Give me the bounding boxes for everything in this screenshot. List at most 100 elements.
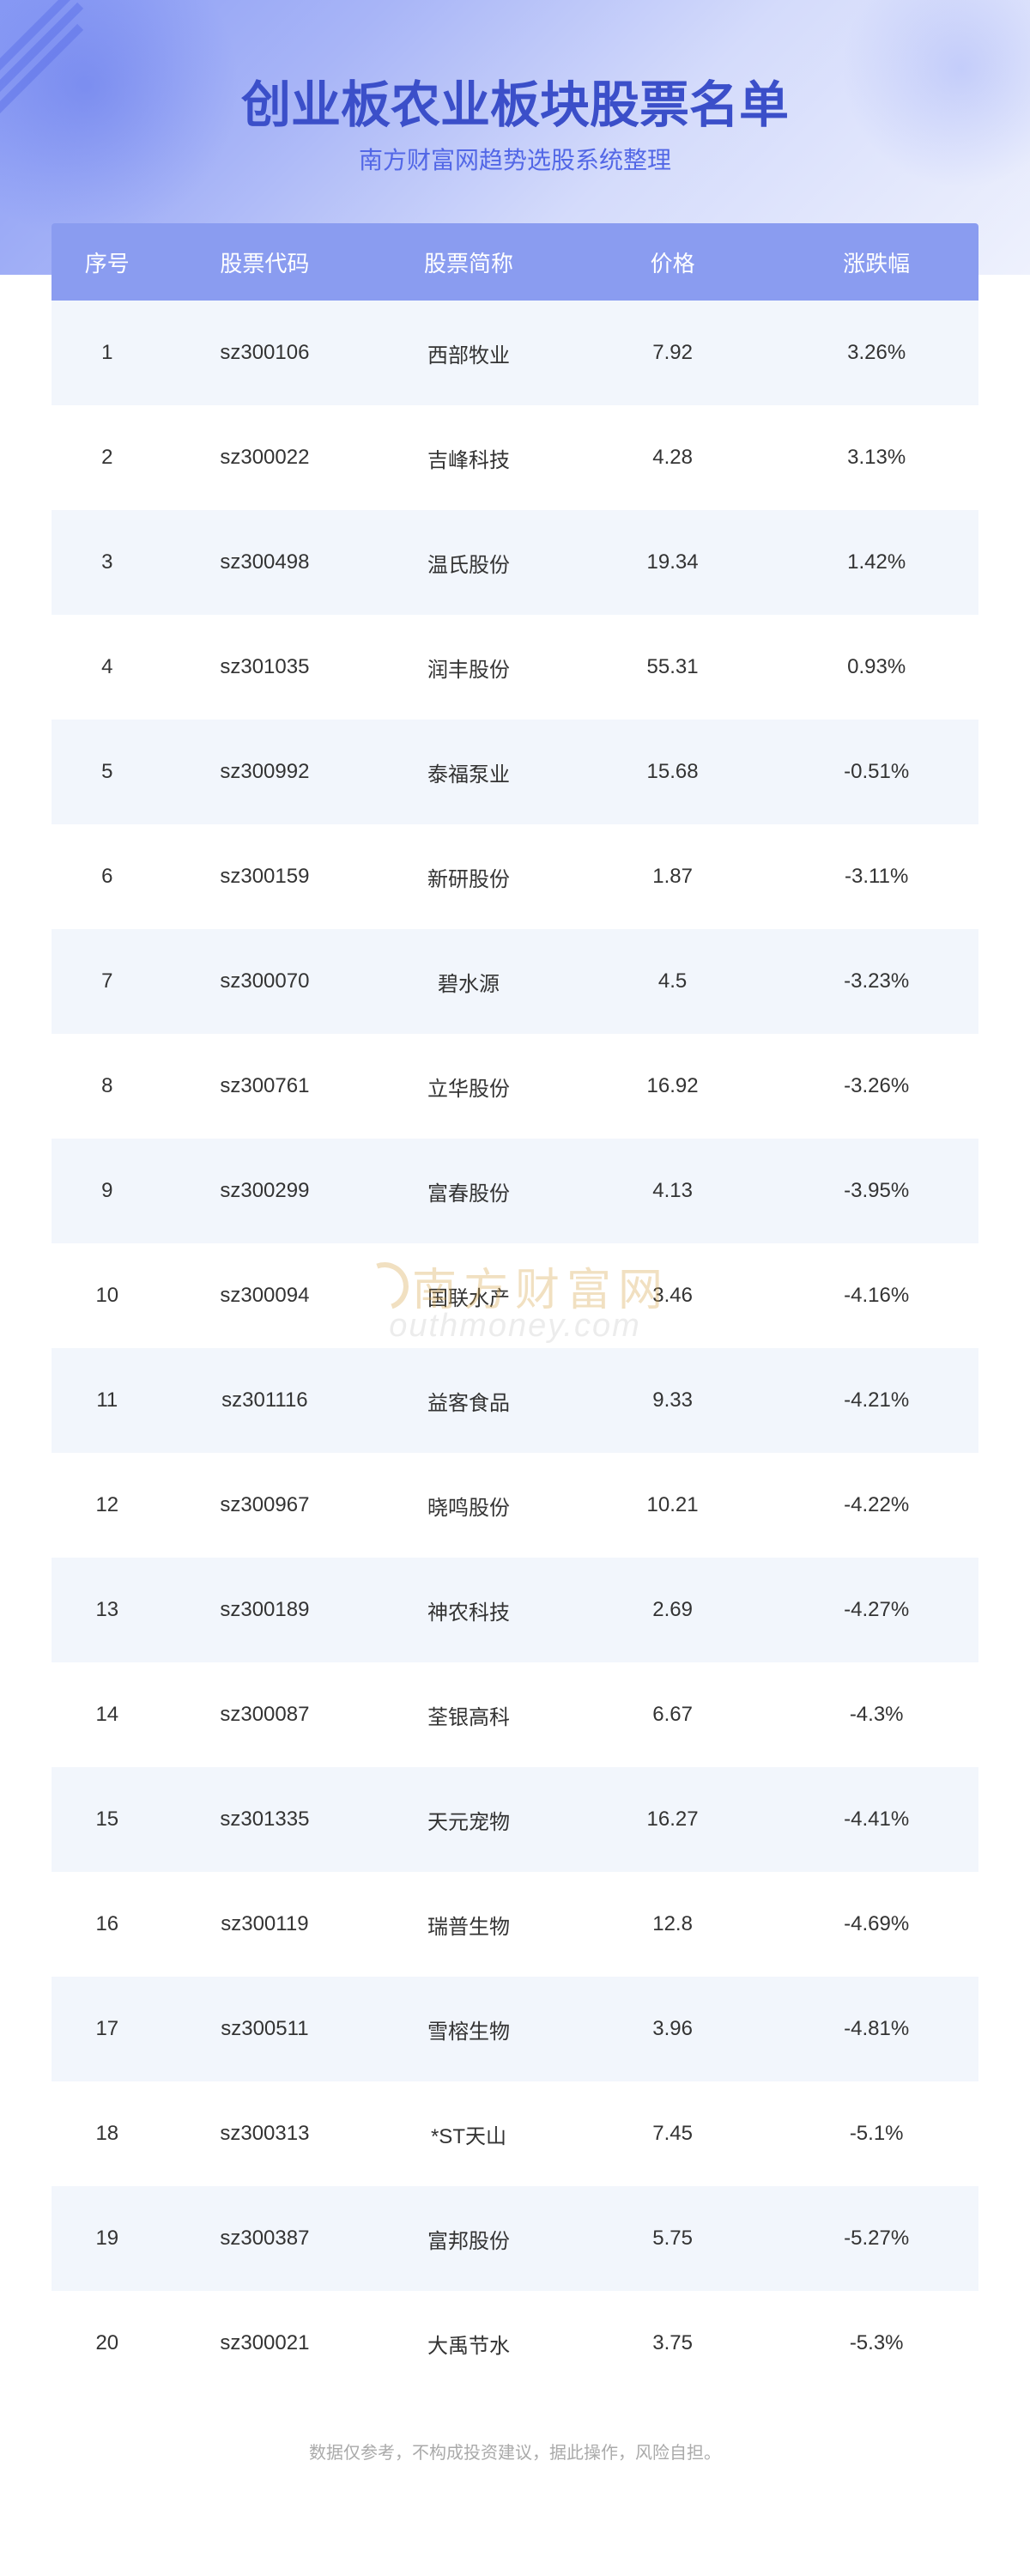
cell-change: -3.95% bbox=[774, 1179, 978, 1203]
cell-change: -5.3% bbox=[774, 2331, 978, 2355]
cell-code: sz300021 bbox=[163, 2331, 367, 2355]
cell-code: sz300094 bbox=[163, 1284, 367, 1308]
cell-index: 14 bbox=[52, 1703, 163, 1727]
cell-change: -0.51% bbox=[774, 760, 978, 784]
cell-change: -5.27% bbox=[774, 2227, 978, 2251]
cell-change: -4.3% bbox=[774, 1703, 978, 1727]
page-title: 创业板农业板块股票名单 bbox=[0, 64, 1030, 137]
cell-name: 晓鸣股份 bbox=[367, 1491, 571, 1521]
cell-name: 吉峰科技 bbox=[367, 443, 571, 473]
table-row: 3sz300498温氏股份19.341.42% bbox=[52, 510, 978, 615]
cell-name: 荃银高科 bbox=[367, 1700, 571, 1730]
table-row: 8sz300761立华股份16.92-3.26% bbox=[52, 1034, 978, 1139]
cell-change: -4.22% bbox=[774, 1493, 978, 1517]
cell-change: -4.27% bbox=[774, 1598, 978, 1622]
table-row: 16sz300119瑞普生物12.8-4.69% bbox=[52, 1872, 978, 1977]
cell-change: -4.16% bbox=[774, 1284, 978, 1308]
cell-code: sz300387 bbox=[163, 2227, 367, 2251]
cell-price: 5.75 bbox=[571, 2227, 775, 2251]
cell-price: 1.87 bbox=[571, 865, 775, 889]
cell-change: -4.69% bbox=[774, 1912, 978, 1936]
cell-price: 10.21 bbox=[571, 1493, 775, 1517]
table-row: 9sz300299富春股份4.13-3.95% bbox=[52, 1139, 978, 1243]
cell-price: 3.96 bbox=[571, 2017, 775, 2041]
cell-price: 4.28 bbox=[571, 446, 775, 470]
cell-index: 7 bbox=[52, 969, 163, 993]
col-header-code: 股票代码 bbox=[163, 246, 367, 278]
cell-index: 11 bbox=[52, 1388, 163, 1413]
disclaimer-text: 数据仅参考，不构成投资建议，据此操作，风险自担。 bbox=[52, 2439, 978, 2464]
cell-price: 9.33 bbox=[571, 1388, 775, 1413]
cell-index: 4 bbox=[52, 655, 163, 679]
cell-change: 0.93% bbox=[774, 655, 978, 679]
cell-price: 3.75 bbox=[571, 2331, 775, 2355]
cell-price: 3.46 bbox=[571, 1284, 775, 1308]
cell-code: sz300299 bbox=[163, 1179, 367, 1203]
table-row: 13sz300189神农科技2.69-4.27% bbox=[52, 1558, 978, 1662]
cell-name: 润丰股份 bbox=[367, 653, 571, 683]
cell-price: 7.45 bbox=[571, 2122, 775, 2146]
cell-name: 富邦股份 bbox=[367, 2224, 571, 2254]
table-row: 18sz300313*ST天山7.45-5.1% bbox=[52, 2081, 978, 2186]
cell-change: 3.26% bbox=[774, 341, 978, 365]
cell-index: 2 bbox=[52, 446, 163, 470]
cell-name: 富春股份 bbox=[367, 1176, 571, 1206]
cell-name: 西部牧业 bbox=[367, 338, 571, 368]
cell-price: 19.34 bbox=[571, 550, 775, 574]
cell-code: sz300189 bbox=[163, 1598, 367, 1622]
cell-name: 大禹节水 bbox=[367, 2329, 571, 2359]
cell-name: 温氏股份 bbox=[367, 548, 571, 578]
table-row: 4sz301035润丰股份55.310.93% bbox=[52, 615, 978, 720]
table-row: 10sz300094国联水产3.46-4.16% bbox=[52, 1243, 978, 1348]
cell-change: -4.81% bbox=[774, 2017, 978, 2041]
cell-index: 13 bbox=[52, 1598, 163, 1622]
cell-name: 神农科技 bbox=[367, 1595, 571, 1625]
cell-code: sz300022 bbox=[163, 446, 367, 470]
cell-name: 泰福泵业 bbox=[367, 757, 571, 787]
table-row: 6sz300159新研股份1.87-3.11% bbox=[52, 824, 978, 929]
cell-index: 12 bbox=[52, 1493, 163, 1517]
cell-index: 15 bbox=[52, 1807, 163, 1832]
col-header-index: 序号 bbox=[52, 246, 163, 278]
cell-code: sz300761 bbox=[163, 1074, 367, 1098]
table-row: 2sz300022吉峰科技4.283.13% bbox=[52, 405, 978, 510]
table-row: 19sz300387富邦股份5.75-5.27% bbox=[52, 2186, 978, 2291]
cell-name: 天元宠物 bbox=[367, 1805, 571, 1835]
cell-price: 4.13 bbox=[571, 1179, 775, 1203]
cell-name: 新研股份 bbox=[367, 862, 571, 892]
col-header-price: 价格 bbox=[571, 246, 775, 278]
col-header-name: 股票简称 bbox=[367, 246, 571, 278]
cell-change: -4.41% bbox=[774, 1807, 978, 1832]
cell-code: sz300087 bbox=[163, 1703, 367, 1727]
cell-price: 15.68 bbox=[571, 760, 775, 784]
cell-index: 6 bbox=[52, 865, 163, 889]
cell-name: 国联水产 bbox=[367, 1281, 571, 1311]
cell-change: -3.26% bbox=[774, 1074, 978, 1098]
cell-name: 立华股份 bbox=[367, 1072, 571, 1102]
cell-code: sz301035 bbox=[163, 655, 367, 679]
table-row: 1sz300106西部牧业7.923.26% bbox=[52, 301, 978, 405]
table-row: 7sz300070碧水源4.5-3.23% bbox=[52, 929, 978, 1034]
cell-code: sz300159 bbox=[163, 865, 367, 889]
cell-index: 16 bbox=[52, 1912, 163, 1936]
cell-index: 8 bbox=[52, 1074, 163, 1098]
table-row: 14sz300087荃银高科6.67-4.3% bbox=[52, 1662, 978, 1767]
cell-code: sz301335 bbox=[163, 1807, 367, 1832]
cell-change: 3.13% bbox=[774, 446, 978, 470]
cell-price: 4.5 bbox=[571, 969, 775, 993]
cell-index: 5 bbox=[52, 760, 163, 784]
cell-code: sz301116 bbox=[163, 1388, 367, 1413]
cell-name: 益客食品 bbox=[367, 1386, 571, 1416]
cell-index: 17 bbox=[52, 2017, 163, 2041]
cell-code: sz300511 bbox=[163, 2017, 367, 2041]
page-subtitle: 南方财富网趋势选股系统整理 bbox=[0, 142, 1030, 176]
table-body: 1sz300106西部牧业7.923.26%2sz300022吉峰科技4.283… bbox=[52, 301, 978, 2396]
cell-price: 16.92 bbox=[571, 1074, 775, 1098]
cell-code: sz300313 bbox=[163, 2122, 367, 2146]
cell-name: 瑞普生物 bbox=[367, 1910, 571, 1940]
cell-index: 9 bbox=[52, 1179, 163, 1203]
cell-name: 雪榕生物 bbox=[367, 2014, 571, 2044]
cell-index: 20 bbox=[52, 2331, 163, 2355]
table-row: 20sz300021大禹节水3.75-5.3% bbox=[52, 2291, 978, 2396]
cell-change: -3.11% bbox=[774, 865, 978, 889]
